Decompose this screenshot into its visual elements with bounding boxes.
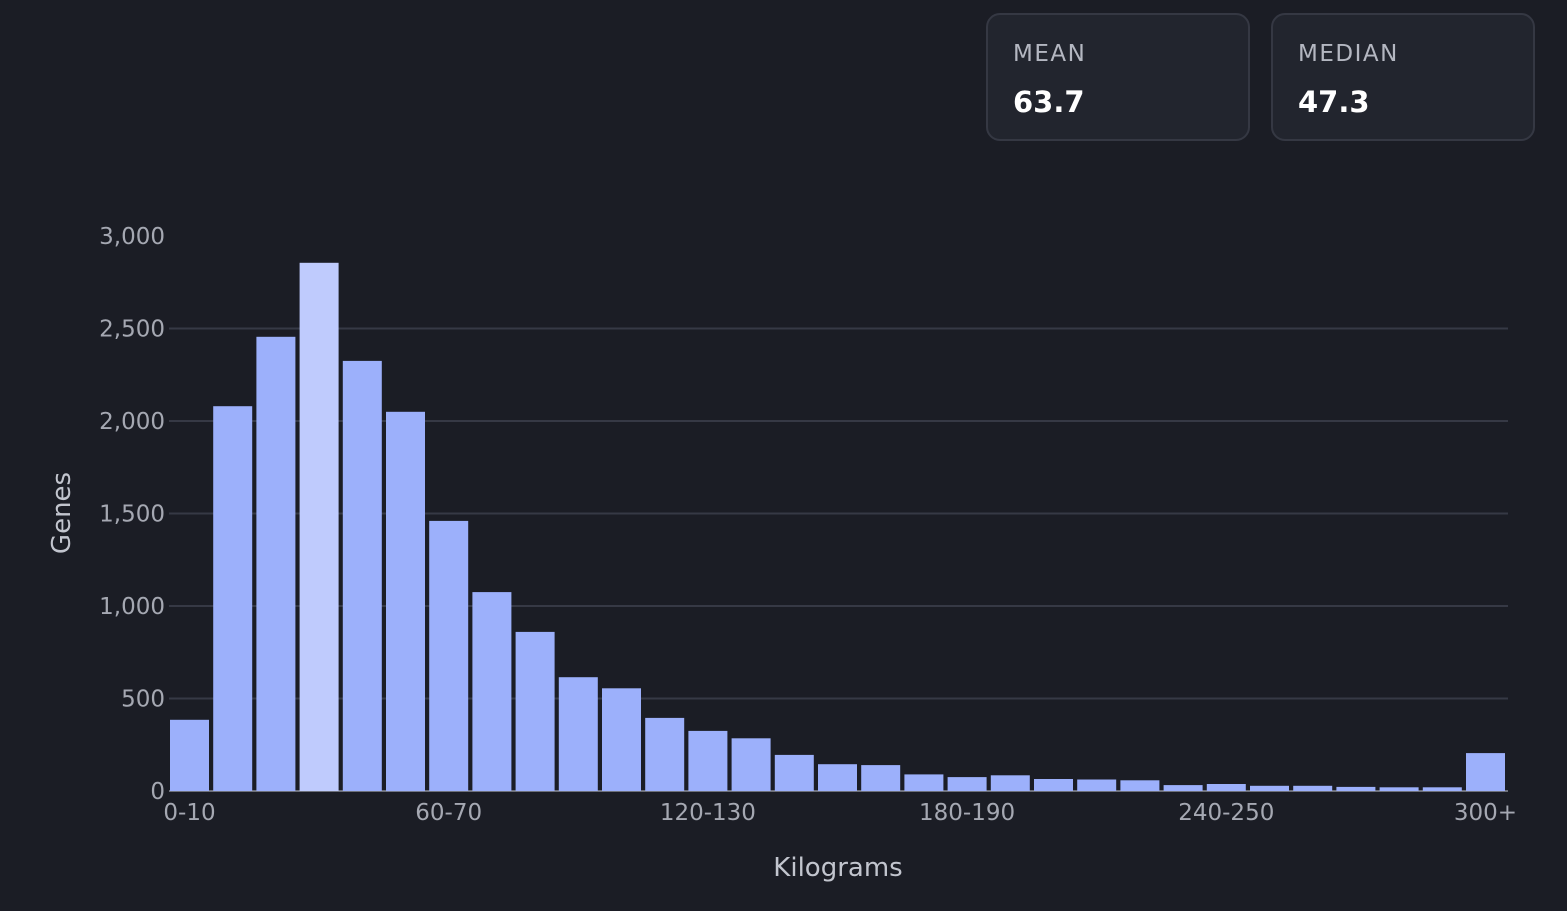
bar-30-40[interactable]	[299, 262, 339, 791]
bar-40-50[interactable]	[342, 360, 382, 791]
x-axis-ticks: 0-10 60-70 120-130 180-190 240-250 300+	[163, 800, 1517, 826]
bar-270-280[interactable]	[1336, 786, 1376, 791]
bar-0-10[interactable]	[170, 719, 209, 791]
bar-70-80[interactable]	[472, 592, 512, 791]
x-tick-label: 180-190	[919, 800, 1015, 826]
x-tick-label: 240-250	[1178, 800, 1274, 826]
bar-60-70[interactable]	[429, 520, 469, 791]
mean-stat-card: MEAN 63.7	[986, 13, 1250, 141]
bar-180-190[interactable]	[947, 777, 987, 791]
bar-130-140[interactable]	[731, 738, 771, 791]
bar-190-200[interactable]	[990, 775, 1030, 791]
y-tick-label: 3,000	[99, 224, 165, 250]
bar-220-230[interactable]	[1120, 780, 1160, 791]
bar-120-130[interactable]	[688, 730, 728, 791]
y-tick-label: 0	[150, 779, 165, 805]
y-tick-label: 2,500	[99, 317, 165, 343]
median-label: MEDIAN	[1298, 41, 1399, 67]
median-value: 47.3	[1298, 85, 1370, 119]
bar-150-160[interactable]	[818, 764, 857, 791]
bar-210-220[interactable]	[1077, 779, 1117, 792]
y-axis-ticks: 0 500 1,000 1,500 2,000 2,500 3,000	[99, 224, 165, 805]
bar-260-270[interactable]	[1293, 785, 1333, 791]
x-axis-title: Kilograms	[773, 853, 902, 883]
bar-170-180[interactable]	[904, 774, 944, 791]
y-tick-label: 500	[121, 687, 165, 713]
mean-label: MEAN	[1013, 41, 1087, 67]
bar-110-120[interactable]	[645, 717, 685, 791]
bar-280-290[interactable]	[1379, 787, 1419, 791]
y-tick-label: 1,500	[99, 502, 165, 528]
y-axis-title: Genes	[47, 472, 77, 554]
bars	[170, 262, 1505, 792]
bar-100-110[interactable]	[602, 688, 641, 791]
bar-300+[interactable]	[1466, 753, 1505, 791]
bar-50-60[interactable]	[386, 411, 425, 792]
bar-160-170[interactable]	[861, 765, 901, 791]
y-tick-label: 1,000	[99, 594, 165, 620]
bar-10-20[interactable]	[213, 406, 253, 791]
x-tick-label: 60-70	[415, 800, 482, 826]
bar-140-150[interactable]	[774, 754, 814, 791]
x-tick-label: 120-130	[660, 800, 756, 826]
bar-200-210[interactable]	[1034, 779, 1073, 791]
bar-20-30[interactable]	[256, 336, 296, 791]
bar-230-240[interactable]	[1163, 785, 1203, 791]
x-tick-label: 300+	[1454, 800, 1517, 826]
bar-290-300[interactable]	[1422, 787, 1462, 791]
y-tick-label: 2,000	[99, 409, 165, 435]
x-tick-label: 0-10	[163, 800, 215, 826]
bar-90-100[interactable]	[558, 677, 598, 791]
bar-250-260[interactable]	[1250, 785, 1289, 791]
mean-value: 63.7	[1013, 85, 1085, 119]
bar-240-250[interactable]	[1206, 784, 1246, 791]
median-stat-card: MEDIAN 47.3	[1271, 13, 1535, 141]
bar-80-90[interactable]	[515, 631, 555, 791]
